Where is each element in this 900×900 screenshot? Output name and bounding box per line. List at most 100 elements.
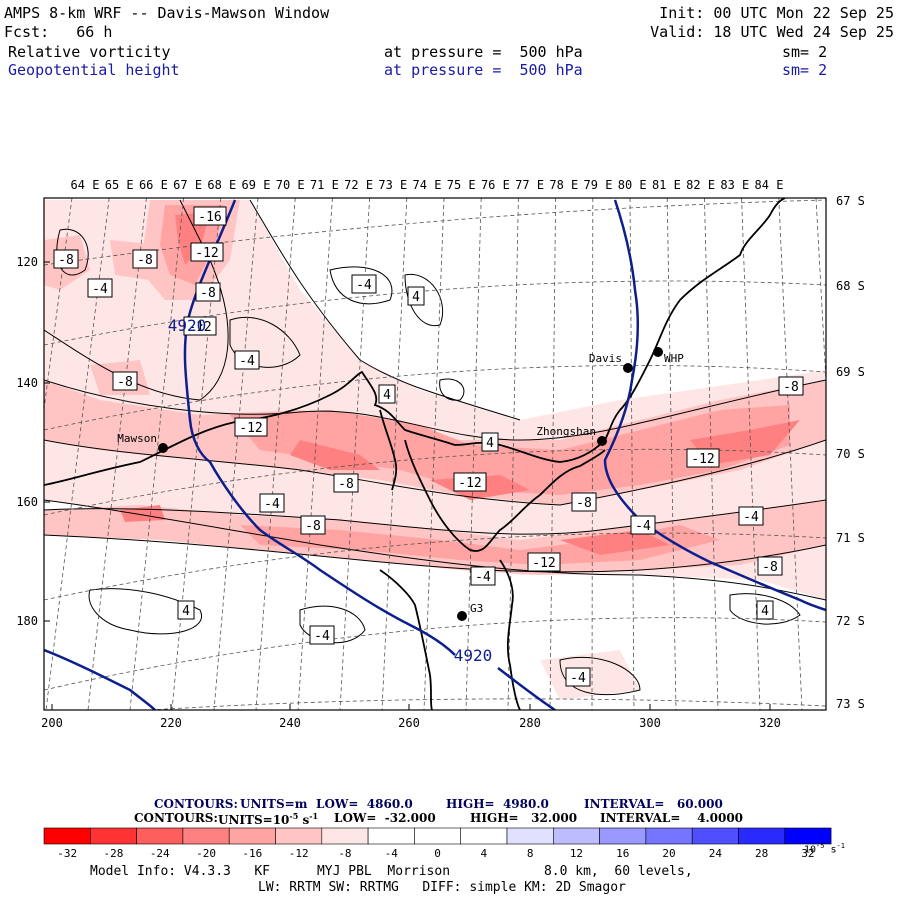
vorticity-label: -12 — [188, 320, 211, 335]
colorbar-swatch — [552, 827, 600, 845]
vorticity-label: -8 — [117, 375, 133, 390]
vorticity-label-box — [686, 448, 720, 468]
meridian-line — [591, 198, 594, 710]
colorbar-unit: 10-5 s-1 — [804, 842, 845, 856]
x-axis-ticks: 200 220 240 260 280 300 320 — [41, 704, 781, 730]
longitude-label: 73 E — [378, 178, 407, 192]
vorticity-label-box — [778, 376, 804, 396]
field2-level: at pressure = 500 hPa — [384, 61, 583, 79]
vorticity-label-box — [87, 278, 113, 298]
vorticity-label-box — [193, 206, 227, 226]
meridian-line — [87, 198, 147, 710]
vorticity-label: -4 — [314, 629, 330, 644]
y-tick-label: 140 — [16, 376, 38, 390]
vorticity-label-box — [757, 556, 783, 576]
vorticity-label: -8 — [762, 560, 778, 575]
station-dot — [597, 436, 607, 446]
vorticity-label: -12 — [691, 452, 714, 467]
vorticity-label-box — [351, 274, 377, 294]
contours2-high: HIGH= 32.000 — [470, 811, 578, 825]
height-label: 4920 — [454, 646, 493, 665]
title-line: AMPS 8-km WRF -- Davis-Mawson Window — [4, 4, 330, 22]
meridian-line — [666, 198, 677, 710]
vorticity-label-box — [132, 249, 158, 269]
station-name: Davis — [589, 352, 622, 365]
longitude-label: 70 E — [276, 178, 305, 192]
meridian-line — [778, 198, 803, 710]
colorbar-swatch — [599, 827, 647, 845]
vorticity-label: -16 — [198, 210, 221, 225]
meridian-line — [44, 198, 73, 412]
colorbar-label: -28 — [104, 847, 124, 860]
vorticity-label: 4 — [761, 604, 769, 619]
vorticity-label-box — [407, 286, 425, 306]
station-name: WHP — [664, 352, 684, 365]
y-tick-label: 120 — [16, 255, 38, 269]
meridian-line — [465, 198, 482, 710]
contours2-label: CONTOURS: — [134, 811, 218, 825]
x-tick-label: 300 — [639, 716, 661, 730]
valid-time: Valid: 18 UTC Wed 24 Sep 25 — [650, 23, 894, 41]
forecast-hour: Fcst: 66 h — [4, 23, 113, 41]
colorbar-label: 0 — [434, 847, 441, 860]
vorticity-label: -12 — [195, 246, 218, 261]
vorticity-label: -12 — [532, 556, 555, 571]
latitude-label: 73 S — [836, 697, 865, 711]
meridian-line — [549, 198, 556, 710]
colorbar-label: -20 — [196, 847, 216, 860]
vorticity-label-box — [333, 473, 359, 493]
x-tick-label: 280 — [519, 716, 541, 730]
vorticity-contours — [44, 199, 826, 696]
vorticity-label: -8 — [58, 253, 74, 268]
colorbar-label: 16 — [616, 847, 629, 860]
station-dot — [653, 347, 663, 357]
colorbar-label: -24 — [150, 847, 170, 860]
contours2-units: UNITS=10-5 s-1 — [218, 811, 319, 827]
colorbar-swatch — [182, 827, 230, 845]
field2-name: Geopotential height — [8, 61, 180, 79]
vorticity-label: 4 — [182, 604, 190, 619]
field2-sm: sm= 2 — [782, 61, 828, 79]
longitude-label: 72 E — [344, 178, 373, 192]
vorticity-label-box — [234, 417, 268, 437]
contours1-high: HIGH= 4980.0 — [446, 797, 549, 811]
longitude-label: 64 E — [71, 178, 100, 192]
vorticity-label: -4 — [92, 282, 108, 297]
vorticity-map: -16 -12 -8 -8 -4 -8 -4 4 -8 -4 4 -12 -8 4 -12 -8 -4 -8 -12… — [16, 178, 865, 730]
vorticity-label-box — [195, 282, 221, 302]
colorbar-swatch — [784, 827, 832, 845]
colorbar-label: 20 — [662, 847, 675, 860]
longitude-label: 78 E — [549, 178, 578, 192]
latitude-label: 69 S — [836, 365, 865, 379]
vorticity-label: -8 — [200, 286, 216, 301]
vorticity-label-box — [565, 667, 591, 687]
longitude-label: 81 E — [652, 178, 681, 192]
colorbar: -32 -28 -24 -20 -16 -12 -8 -4 0 4 8 12 16 20 24 28 32 — [43, 827, 832, 860]
x-tick-label: 220 — [160, 716, 182, 730]
vorticity-label: 4 — [486, 436, 494, 451]
vorticity-label-box — [259, 493, 285, 513]
meridian-line — [507, 198, 519, 710]
colorbar-label: 8 — [527, 847, 534, 860]
vorticity-label: 4 — [383, 388, 391, 403]
vorticity-label: -4 — [570, 671, 586, 686]
meridian-line — [815, 198, 826, 389]
longitude-label: 82 E — [686, 178, 715, 192]
latitude-label: 68 S — [836, 279, 865, 293]
height-label: 4920 — [168, 316, 207, 335]
longitude-label: 79 E — [584, 178, 613, 192]
colorbar-label: 32 — [801, 847, 814, 860]
station-name: Zhongshan — [536, 425, 596, 438]
latitude-label: 70 S — [836, 447, 865, 461]
y-tick-label: 180 — [16, 614, 38, 628]
station-name: G3 — [470, 602, 483, 615]
latitude-label: 71 S — [836, 531, 865, 545]
colorbar-label: -12 — [289, 847, 309, 860]
contours1-units: UNITS=m — [240, 797, 308, 811]
vorticity-labels: -16 -12 -8 -8 -4 -8 -4 4 -8 -4 4 -12 -8 4 -12 -8 -4 -8 -12… — [53, 206, 804, 687]
field1-level: at pressure = 500 hPa — [384, 43, 583, 61]
longitude-label: 76 E — [481, 178, 510, 192]
contours1-low: LOW= 4860.0 — [316, 797, 413, 811]
vorticity-label-box — [234, 350, 260, 370]
colorbar-swatch — [228, 827, 276, 845]
